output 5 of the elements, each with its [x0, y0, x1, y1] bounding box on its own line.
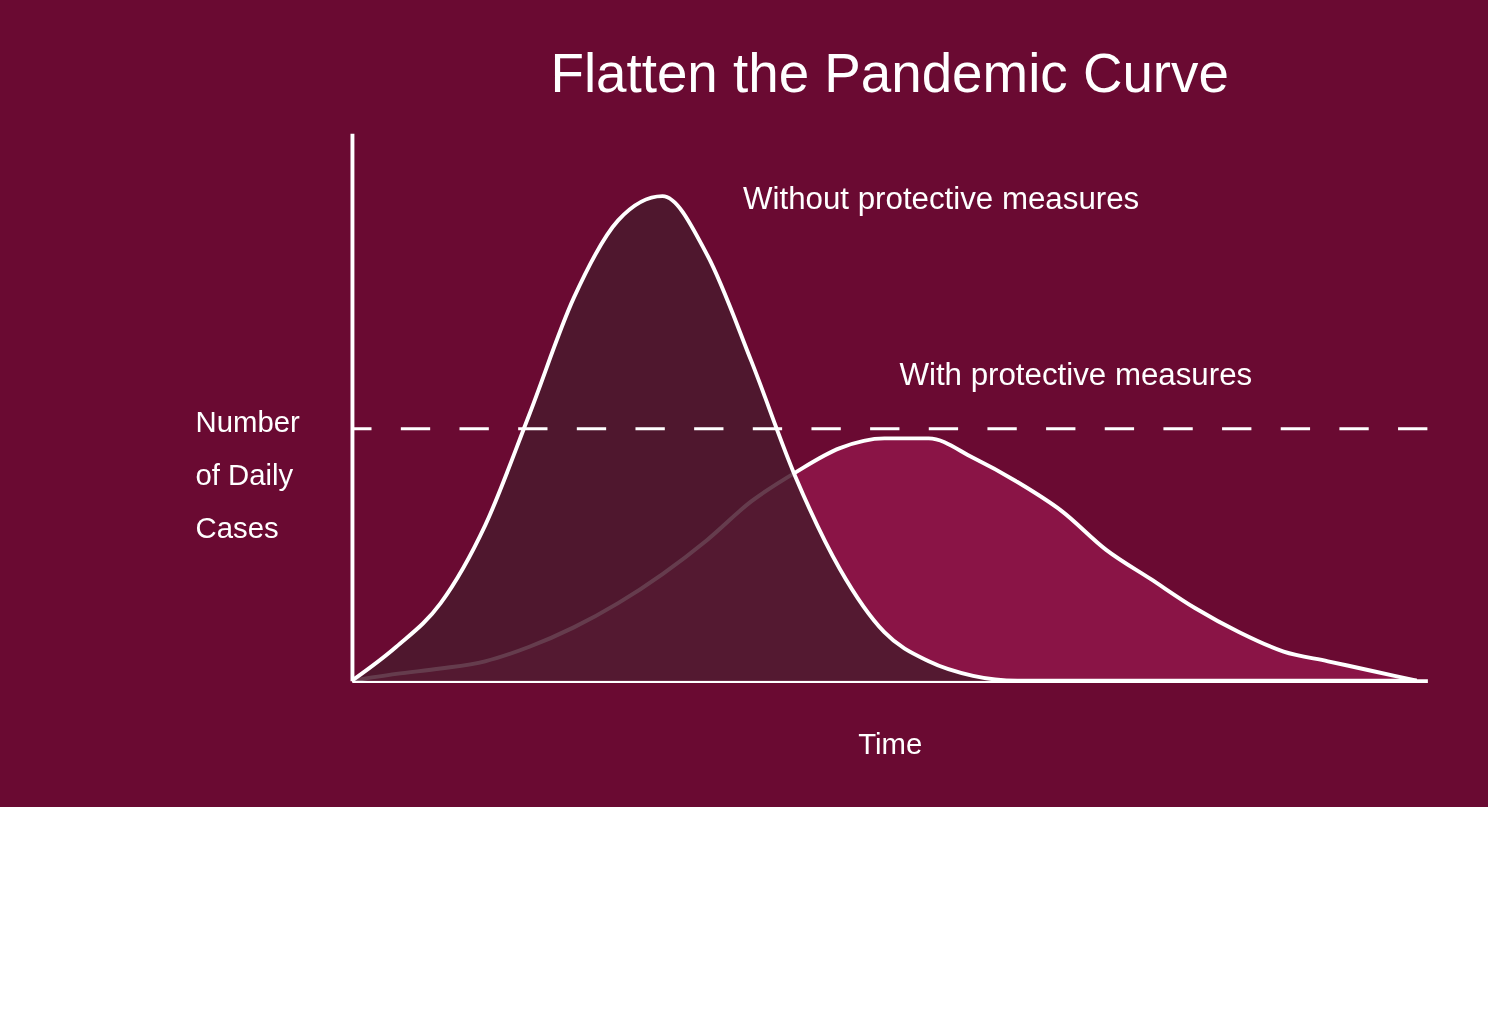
x-axis-title: Time — [858, 726, 923, 760]
chart-title: Flatten the Pandemic Curve — [550, 42, 1229, 105]
series-label: With protective measures — [899, 357, 1253, 393]
series-label: Without protective measures — [743, 181, 1140, 217]
y-axis-title: Number of Daily Cases — [195, 405, 301, 544]
